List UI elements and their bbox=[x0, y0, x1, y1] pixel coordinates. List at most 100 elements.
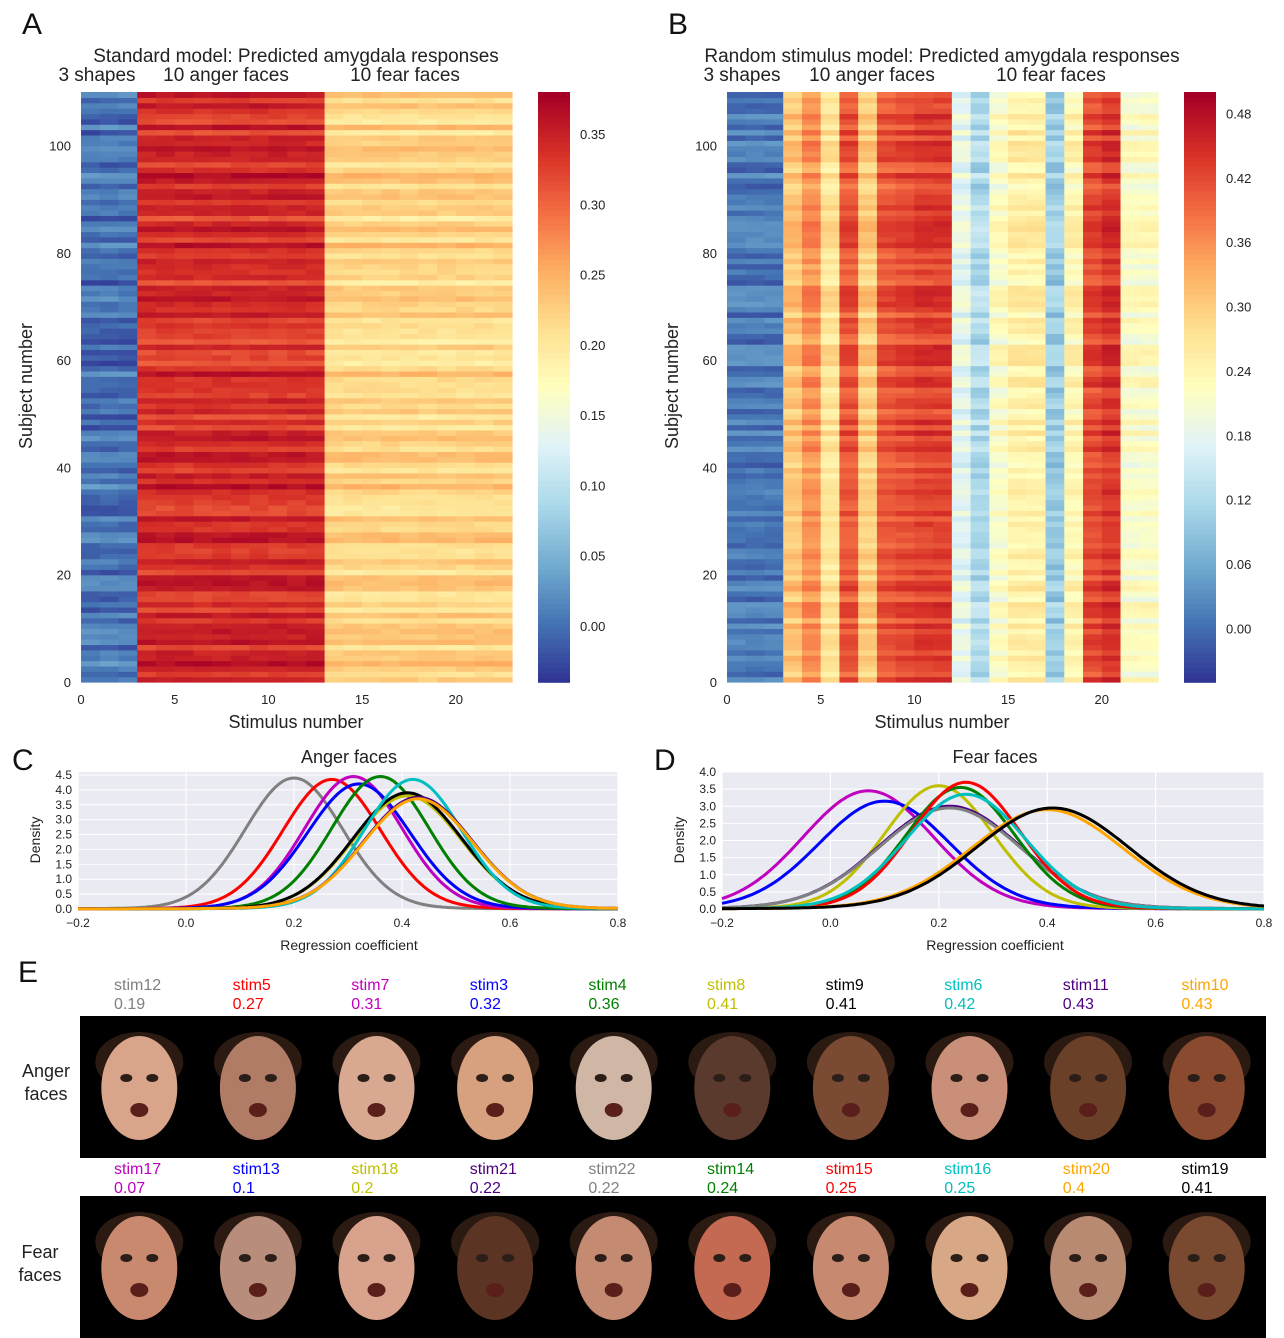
heatmap-cell bbox=[174, 440, 195, 447]
heatmap-cell bbox=[783, 606, 803, 613]
heatmap-cell bbox=[362, 306, 382, 313]
heatmap-cell bbox=[99, 124, 120, 131]
heatmap-cell bbox=[801, 671, 822, 678]
heatmap-cell bbox=[858, 456, 878, 463]
heatmap-cell bbox=[933, 236, 953, 243]
heatmap-cell bbox=[989, 129, 1009, 136]
heatmap-cell bbox=[193, 531, 213, 538]
heatmap-cell bbox=[249, 328, 269, 334]
heatmap-cell bbox=[137, 226, 157, 233]
heatmap-cell bbox=[324, 665, 344, 672]
heatmap-cell bbox=[989, 574, 1009, 581]
heatmap-cell bbox=[820, 655, 841, 662]
heatmap-cell bbox=[193, 210, 213, 216]
heatmap-cell bbox=[783, 172, 803, 179]
heatmap-cell bbox=[745, 435, 766, 442]
heatmap-cell bbox=[268, 623, 288, 629]
heatmap-cell bbox=[437, 601, 457, 608]
heatmap-cell bbox=[914, 317, 934, 324]
colorbar-segment bbox=[538, 293, 570, 300]
heatmap-cell bbox=[249, 462, 269, 469]
heatmap-cell bbox=[305, 505, 326, 511]
heatmap-cell bbox=[876, 633, 897, 640]
heatmap-cell bbox=[99, 183, 120, 190]
heatmap-cell bbox=[764, 483, 784, 490]
colorbar-segment bbox=[538, 323, 570, 329]
heatmap-cell bbox=[81, 403, 101, 410]
heatmap-cell bbox=[1045, 108, 1065, 115]
heatmap-cell bbox=[1083, 403, 1103, 410]
heatmap-cell bbox=[155, 660, 176, 667]
heatmap-cell bbox=[493, 129, 513, 136]
heatmap-cell bbox=[820, 215, 841, 222]
heatmap-cell bbox=[858, 301, 878, 308]
heatmap-cell bbox=[933, 515, 953, 522]
heatmap-cell bbox=[268, 446, 288, 452]
heatmap-cell bbox=[858, 204, 878, 211]
heatmap-cell bbox=[727, 472, 747, 479]
heatmap-cell bbox=[951, 177, 972, 184]
heatmap-cell bbox=[249, 322, 269, 329]
heatmap-cell bbox=[287, 435, 307, 442]
colorbar-segment bbox=[538, 283, 570, 290]
heatmap-cell bbox=[876, 231, 897, 238]
heatmap-cell bbox=[839, 644, 859, 651]
heatmap-cell bbox=[249, 285, 269, 292]
heatmap-cell bbox=[230, 263, 251, 270]
heatmap-cell bbox=[858, 494, 878, 501]
heatmap-cell bbox=[474, 258, 494, 265]
heatmap-cell bbox=[437, 161, 457, 168]
heatmap-cell bbox=[820, 360, 841, 367]
heatmap-cell bbox=[876, 451, 897, 458]
heatmap-cell bbox=[989, 665, 1009, 672]
heatmap-cell bbox=[745, 478, 766, 485]
heatmap-cell bbox=[801, 129, 822, 136]
heatmap-cell bbox=[820, 569, 841, 576]
heatmap-cell bbox=[493, 601, 513, 608]
heatmap-cell bbox=[249, 521, 269, 528]
heatmap-cell bbox=[249, 231, 269, 238]
heatmap-cell bbox=[399, 612, 419, 619]
colorbar-segment bbox=[538, 421, 570, 428]
heatmap-cell bbox=[99, 655, 120, 662]
heatmap-cell bbox=[455, 483, 476, 490]
heatmap-cell bbox=[249, 118, 269, 125]
heatmap-cell bbox=[727, 317, 747, 324]
heatmap-cell bbox=[249, 585, 269, 592]
heatmap-cell bbox=[727, 628, 747, 635]
heatmap-cell bbox=[1083, 494, 1103, 501]
heatmap-cell bbox=[362, 569, 382, 576]
heatmap-cell bbox=[193, 387, 213, 393]
heatmap-cell bbox=[155, 569, 176, 576]
heatmap-cell bbox=[362, 580, 382, 587]
heatmap-cell bbox=[783, 446, 803, 452]
heatmap-cell bbox=[1064, 279, 1084, 286]
heatmap-cell bbox=[727, 360, 747, 367]
heatmap-cell bbox=[230, 397, 251, 404]
heatmap-cell bbox=[418, 317, 438, 324]
heatmap-cell bbox=[343, 151, 363, 157]
heatmap-cell bbox=[418, 467, 438, 474]
heatmap-cell bbox=[212, 161, 232, 168]
heatmap-cell bbox=[118, 360, 138, 367]
colorbar-segment bbox=[538, 377, 570, 383]
heatmap-cell bbox=[155, 478, 176, 485]
colorbar-segment bbox=[538, 372, 570, 378]
heatmap-cell bbox=[839, 247, 859, 254]
heatmap-cell bbox=[399, 623, 419, 629]
heatmap-cell bbox=[305, 118, 326, 125]
heatmap-cell bbox=[305, 660, 326, 667]
heatmap-cell bbox=[493, 188, 513, 195]
heatmap-cell bbox=[745, 306, 766, 313]
heatmap-cell bbox=[933, 258, 953, 265]
heatmap-cell bbox=[343, 311, 363, 318]
heatmap-cell bbox=[155, 129, 176, 136]
heatmap-cell bbox=[362, 376, 382, 383]
heatmap-cell bbox=[118, 199, 138, 206]
heatmap-cell bbox=[212, 360, 232, 367]
heatmap-cell bbox=[951, 505, 972, 511]
heatmap-cell bbox=[970, 311, 990, 318]
heatmap-cell bbox=[1045, 311, 1065, 318]
heatmap-cell bbox=[230, 301, 251, 308]
heatmap-cell bbox=[418, 301, 438, 308]
